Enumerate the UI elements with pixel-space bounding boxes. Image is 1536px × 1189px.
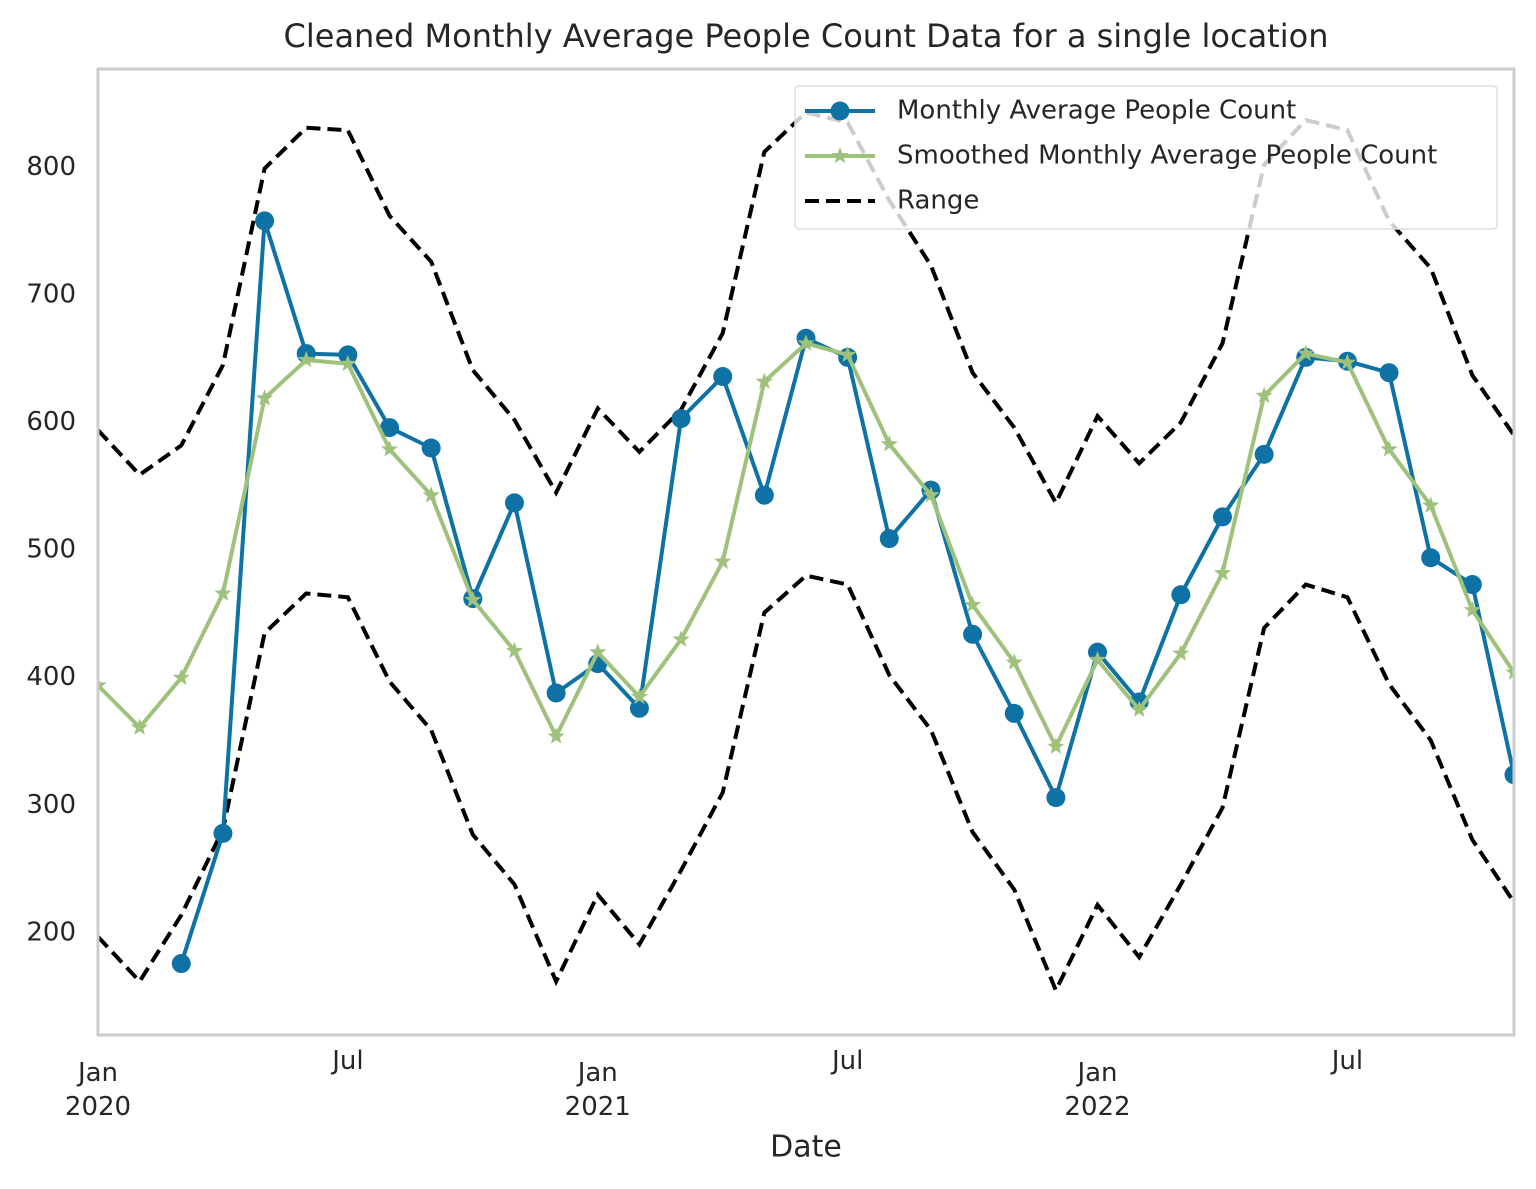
- point: [1004, 703, 1024, 723]
- point: [1172, 644, 1190, 661]
- point: [546, 683, 566, 703]
- y-tick-label: 700: [26, 279, 76, 309]
- point: [380, 418, 400, 438]
- x-tick-label: Jul: [332, 1046, 364, 1076]
- point: [755, 372, 773, 389]
- series-line: [98, 341, 1514, 749]
- plot-frame: [96, 67, 1516, 1037]
- plot-area: [98, 110, 1514, 996]
- x-tick-label: Jan 2020: [64, 1058, 132, 1122]
- point: [589, 643, 607, 660]
- point: [964, 595, 982, 613]
- point: [547, 727, 565, 744]
- point: [505, 641, 524, 659]
- x-tick-label: Jan 2021: [564, 1058, 631, 1122]
- legend-marker: [831, 147, 849, 164]
- point: [1171, 585, 1191, 605]
- point: [421, 438, 441, 458]
- series-line: [179, 218, 1514, 965]
- point: [1379, 363, 1399, 383]
- range-line: [98, 573, 1514, 996]
- point: [1254, 444, 1274, 464]
- point: [464, 590, 482, 608]
- point: [797, 334, 815, 351]
- point: [1212, 507, 1232, 527]
- legend: Monthly Average People Count Smoothed Mon…: [794, 85, 1498, 230]
- point: [839, 345, 857, 363]
- x-tick-label: Jul: [831, 1046, 864, 1076]
- x-tick-label: Jul: [1331, 1046, 1364, 1076]
- y-tick-label: 600: [26, 407, 76, 437]
- point: [213, 823, 233, 843]
- point: [672, 630, 690, 647]
- x-axis-label: Date: [770, 1130, 842, 1165]
- point: [1047, 737, 1065, 754]
- point: [922, 486, 940, 503]
- point: [339, 354, 357, 372]
- point: [1338, 353, 1356, 370]
- point: [504, 493, 524, 513]
- point: [422, 486, 440, 503]
- point: [1213, 564, 1232, 581]
- chart-title: Cleaned Monthly Average People Count Dat…: [284, 17, 1329, 55]
- legend-label: Monthly Average People Count: [897, 96, 1296, 126]
- y-tick-label: 200: [26, 917, 76, 947]
- y-tick-label: 400: [26, 662, 76, 692]
- legend-label: Smoothed Monthly Average People Count: [897, 141, 1437, 171]
- point: [1422, 496, 1440, 513]
- point: [172, 668, 190, 685]
- point: [880, 435, 898, 452]
- point: [131, 718, 149, 735]
- point: [1130, 700, 1148, 717]
- point: [297, 350, 315, 368]
- point: [879, 529, 899, 549]
- point: [1005, 653, 1023, 670]
- point: [1255, 386, 1273, 403]
- point: [256, 389, 274, 406]
- point: [1462, 575, 1482, 595]
- point: [630, 687, 648, 705]
- y-tick-label: 800: [26, 152, 76, 182]
- point: [380, 440, 399, 457]
- point: [171, 954, 191, 974]
- point: [1297, 344, 1315, 361]
- y-tick-label: 500: [26, 535, 76, 565]
- point: [214, 584, 232, 601]
- point: [754, 485, 774, 505]
- point: [671, 409, 691, 429]
- x-tick-label: Jan 2022: [1064, 1058, 1131, 1122]
- point: [1380, 440, 1398, 457]
- point: [713, 367, 733, 387]
- legend-label: Range: [897, 186, 979, 216]
- point: [1505, 663, 1514, 680]
- point: [1046, 788, 1066, 808]
- point: [98, 676, 107, 693]
- point: [255, 211, 275, 231]
- legend-marker: [830, 101, 850, 121]
- point: [629, 698, 649, 718]
- y-tick-label: 300: [26, 790, 76, 820]
- point: [963, 624, 983, 644]
- point: [1463, 601, 1481, 618]
- point: [1421, 548, 1441, 568]
- point: [1088, 650, 1107, 668]
- legend-box: [794, 85, 1498, 230]
- point: [714, 552, 732, 569]
- point: [1504, 765, 1514, 785]
